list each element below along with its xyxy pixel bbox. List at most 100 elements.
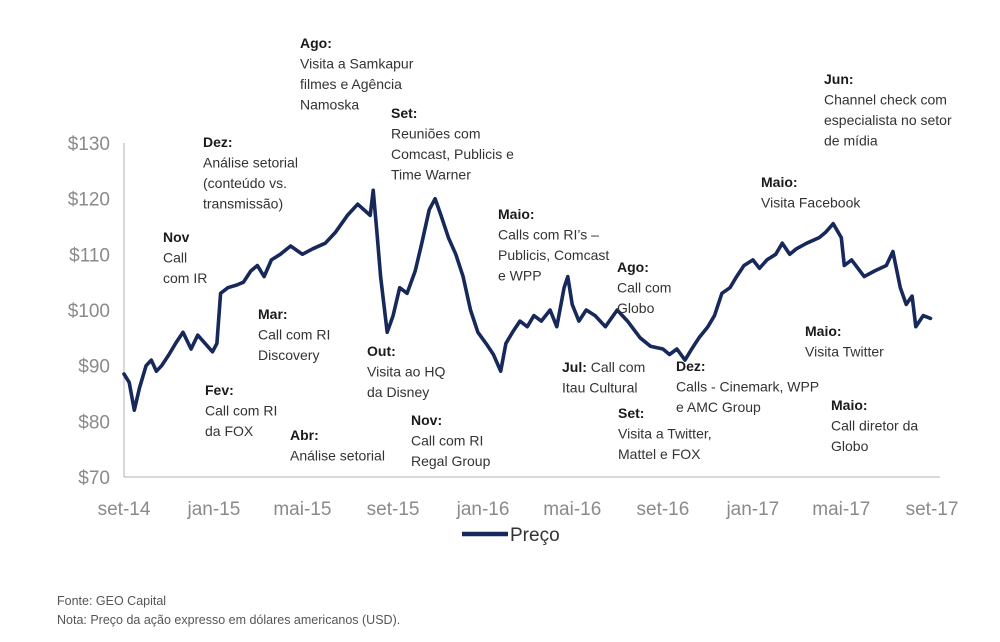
annotation-text: Calls com RI’s –	[498, 227, 599, 243]
annotation-title: Ago:	[617, 259, 649, 275]
y-tick-label: $80	[78, 412, 110, 433]
annotation-text: filmes e Agência	[300, 76, 402, 92]
currency-note: Nota: Preço da ação expresso em dólares …	[57, 613, 401, 627]
annotation-text: Análise setorial	[203, 155, 298, 171]
annotation: Dez: Análise setorial (conteúdo vs. transmi…	[203, 134, 298, 212]
annotation-text: Visita Twitter	[805, 344, 884, 360]
source-note: Fonte: GEO Capital	[57, 594, 167, 608]
annotation-text: com IR	[163, 270, 207, 286]
annotation: Nov Call com IR	[163, 229, 207, 286]
legend-label: Preço	[510, 525, 560, 546]
annotation-text: de mídia	[824, 133, 878, 149]
annotation-title: Maio:	[805, 323, 842, 339]
annotation-text: Namoska	[300, 97, 359, 113]
annotation-text: especialista no setor	[824, 112, 952, 128]
annotation-title: Out:	[367, 343, 396, 359]
x-tick-label: jan-15	[187, 499, 241, 520]
annotation-text: transmissão)	[203, 196, 283, 212]
x-tick-label: set-16	[637, 499, 690, 520]
annotation-title: Nov:	[411, 412, 442, 428]
annotation-text: Visita ao HQ	[367, 364, 445, 380]
annotation-text: Time Warner	[391, 167, 471, 183]
annotation: Set: Visita a Twitter, Mattel e FOX	[618, 405, 712, 462]
annotation-title: Set:	[391, 105, 417, 121]
annotation-text: e AMC Group	[676, 399, 761, 415]
annotation: Mar: Call com RI Discovery	[258, 306, 330, 363]
x-tick-labels: set-14 jan-15 mai-15 set-15 jan-16 mai-16 set-…	[98, 499, 959, 520]
x-tick-label: set-17	[906, 499, 959, 520]
x-tick-label: mai-17	[812, 499, 870, 520]
annotation-text: da FOX	[205, 423, 254, 439]
annotation-title: Dez:	[203, 134, 233, 150]
y-tick-labels: $70 $80 $90 $100 $110 $120 $130	[68, 134, 110, 489]
annotation-title: Jul: Call com	[562, 359, 645, 375]
annotation-title: Fev:	[205, 382, 234, 398]
x-tick-label: set-14	[98, 499, 151, 520]
annotation-inline-text: Call com	[587, 359, 645, 375]
y-tick-label: $70	[78, 468, 110, 489]
x-tick-label: jan-16	[456, 499, 510, 520]
annotation: Maio: Visita Facebook	[761, 174, 861, 211]
annotation-title: Mar:	[258, 306, 288, 322]
x-tick-label: jan-17	[725, 499, 779, 520]
footer-notes: Fonte: GEO Capital Nota: Preço da ação e…	[57, 592, 400, 630]
annotation-text: Globo	[617, 300, 655, 316]
annotation-text: Call com RI	[205, 403, 277, 419]
y-tick-label: $100	[68, 301, 110, 322]
annotation: Jun: Channel check com especialista no set…	[824, 71, 952, 149]
annotation: Fev: Call com RI da FOX	[205, 382, 277, 439]
y-tick-label: $120	[68, 190, 110, 211]
annotation-text: Regal Group	[411, 453, 491, 469]
annotation-text: Itau Cultural	[562, 380, 637, 396]
annotation-text: Call com	[617, 280, 671, 296]
annotation-text: Análise setorial	[290, 448, 385, 464]
annotation-text: Globo	[831, 438, 869, 454]
x-tick-label: mai-16	[543, 499, 601, 520]
annotation-text: Mattel e FOX	[618, 446, 701, 462]
annotation-title: Dez:	[676, 358, 706, 374]
price-series-line	[122, 188, 933, 412]
annotation-text: e WPP	[498, 268, 542, 284]
x-tick-label: set-15	[367, 499, 420, 520]
annotation-title: Maio:	[831, 397, 868, 413]
annotation: Out: Visita ao HQ da Disney	[367, 343, 445, 400]
annotation-text: Call com RI	[258, 327, 330, 343]
annotation: Ago: Call com Globo	[617, 259, 671, 316]
annotation-title: Set:	[618, 405, 644, 421]
annotation-title: Nov	[163, 229, 190, 245]
annotation-text: Publicis, Comcast	[498, 247, 609, 263]
annotation-text: Visita Facebook	[761, 195, 861, 211]
y-tick-label: $110	[69, 245, 110, 266]
annotation-text: (conteúdo vs.	[203, 175, 287, 191]
annotations: Nov Call com IR Dez: Análise setorial (conteú…	[163, 35, 952, 469]
y-tick-label: $90	[78, 357, 110, 378]
annotation-text: Calls - Cinemark, WPP	[676, 379, 819, 395]
annotation: Maio: Calls com RI’s – Publicis, Comcast e …	[498, 206, 609, 284]
annotation-title: Maio:	[498, 206, 535, 222]
legend: Preço	[462, 525, 560, 546]
annotation: Abr: Análise setorial	[290, 427, 385, 464]
annotation-title: Maio:	[761, 174, 798, 190]
annotation: Dez: Calls - Cinemark, WPP e AMC Group	[676, 358, 819, 415]
annotation-text: Visita a Samkapur	[300, 56, 414, 72]
annotation-text: Reuniões com	[391, 126, 481, 142]
annotation-text: da Disney	[367, 384, 429, 400]
annotation-text: Visita a Twitter,	[618, 426, 712, 442]
annotation-title: Jun:	[824, 71, 854, 87]
annotation-text: Call com RI	[411, 433, 483, 449]
annotation-text: Channel check com	[824, 92, 947, 108]
annotation-text: Comcast, Publicis e	[391, 146, 514, 162]
annotation: Set: Reuniões com Comcast, Publicis e Time …	[391, 105, 514, 183]
annotation-text: Call	[163, 250, 187, 266]
y-tick-label: $130	[68, 134, 110, 155]
annotation: Jul: Call com Itau Cultural	[562, 359, 645, 396]
annotation-title: Ago:	[300, 35, 332, 51]
annotation: Maio: Call diretor da Globo	[831, 397, 918, 454]
annotation-title: Abr:	[290, 427, 319, 443]
annotation: Ago: Visita a Samkapur filmes e Agência Nam…	[300, 35, 414, 113]
annotation: Maio: Visita Twitter	[805, 323, 884, 360]
annotation: Nov: Call com RI Regal Group	[411, 412, 491, 469]
annotation-text: Call diretor da	[831, 418, 918, 434]
annotation-text: Discovery	[258, 347, 319, 363]
